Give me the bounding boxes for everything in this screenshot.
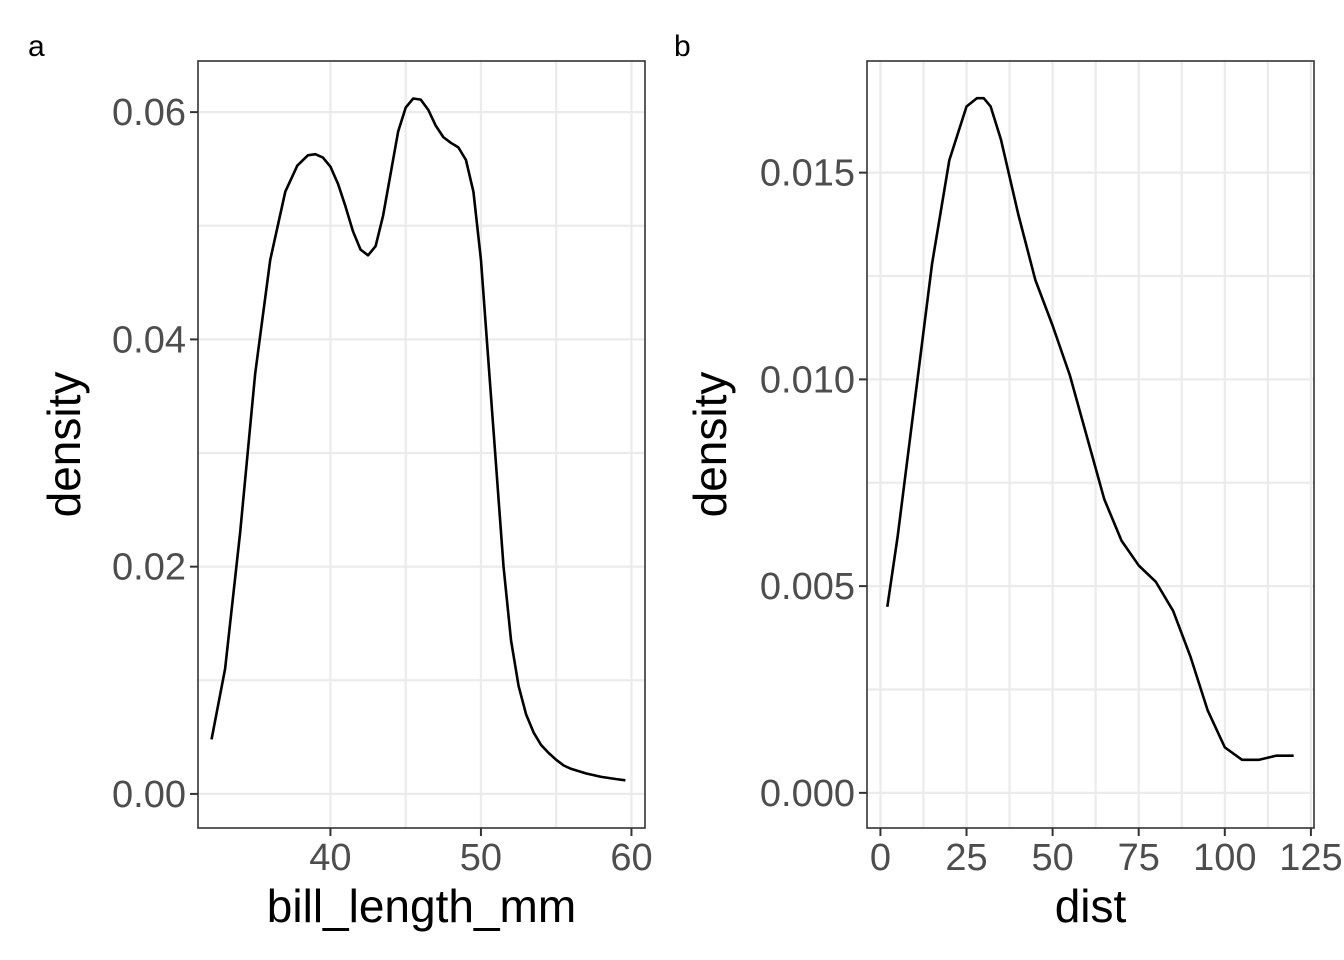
panel-border [866, 60, 1315, 829]
y-tick-label: 0.04 [112, 319, 186, 361]
x-tick-label: 0 [870, 837, 891, 879]
plot-background [867, 61, 1314, 828]
y-tick-label: 0.06 [112, 92, 186, 134]
y-tick-label: 0.005 [760, 566, 855, 608]
x-tick-label: 60 [610, 837, 652, 879]
density-curve [886, 96, 1294, 762]
panel-tag: a [28, 30, 45, 63]
y-tick-label: 0.015 [760, 153, 855, 195]
plot-background [198, 61, 645, 828]
x-axis-title: bill_length_mm [267, 880, 576, 932]
panel-a: 0.00 0.02 0.04 0.06 40 50 60 bill_length_mm dens… [28, 30, 653, 932]
y-tick-label: 0.02 [112, 547, 186, 589]
x-tick-label: 75 [1118, 837, 1160, 879]
x-tick-label: 50 [1031, 837, 1073, 879]
x-tick-label: 50 [460, 837, 502, 879]
x-tick-label: 125 [1279, 837, 1342, 879]
y-axis-title: density [38, 372, 90, 518]
x-tick-label: 25 [945, 837, 987, 879]
density-curve [210, 97, 626, 782]
panel-border [197, 60, 646, 829]
x-tick-label: 100 [1193, 837, 1256, 879]
panel-b: 0.000 0.005 0.010 0.015 0 25 50 75 100 125 dist den… [674, 30, 1343, 932]
y-tick-label: 0.010 [760, 359, 855, 401]
y-tick-label: 0.000 [760, 773, 855, 815]
panel-tag: b [674, 30, 691, 63]
x-axis-title: dist [1055, 880, 1127, 932]
x-tick-label: 40 [309, 837, 351, 879]
y-tick-label: 0.00 [112, 774, 186, 816]
y-axis-title: density [684, 372, 736, 518]
